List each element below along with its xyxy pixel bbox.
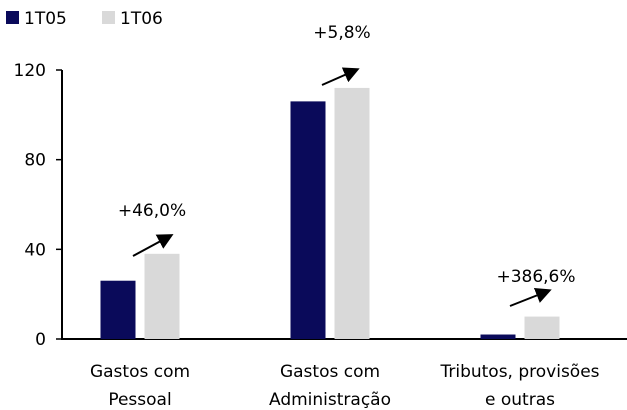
- bars: [100, 87, 560, 339]
- growth-arrow-icon: [509, 287, 552, 307]
- growth-arrow-icon: [321, 67, 360, 86]
- growth-arrow-icon: [132, 234, 174, 257]
- legend-swatch-1t06: [102, 11, 115, 24]
- category-label: Tributos, provisões: [439, 362, 599, 382]
- legend-label-1t06: 1T06: [120, 9, 163, 29]
- y-tick-label: 40: [24, 240, 46, 260]
- bar-1t05-1: [290, 101, 326, 339]
- growth-label: +46,0%: [118, 201, 186, 221]
- legend: 1T05 1T06: [6, 9, 163, 29]
- legend-label-1t05: 1T05: [24, 9, 67, 29]
- bar-1t05-0: [100, 280, 136, 339]
- y-tick-label: 80: [24, 151, 46, 171]
- category-labels: Gastos com Pessoal Gastos com Administração…: [90, 362, 600, 410]
- annotations: +46,0% +5,8% +386,6%: [118, 23, 576, 307]
- y-tick-label: 0: [35, 330, 46, 350]
- growth-label: +5,8%: [313, 23, 370, 43]
- category-label: Gastos com: [280, 362, 380, 382]
- category-label: e outras: [485, 390, 555, 410]
- bar-1t06-0: [144, 253, 180, 339]
- legend-swatch-1t05: [6, 11, 19, 24]
- category-label: Administração: [269, 390, 391, 410]
- growth-label: +386,6%: [496, 267, 575, 287]
- category-label: Pessoal: [108, 390, 171, 410]
- bar-1t06-1: [334, 87, 370, 339]
- bar-1t06-2: [524, 316, 560, 339]
- category-label: Gastos com: [90, 362, 190, 382]
- y-tick-label: 120: [14, 61, 46, 81]
- bar-1t05-2: [480, 334, 516, 339]
